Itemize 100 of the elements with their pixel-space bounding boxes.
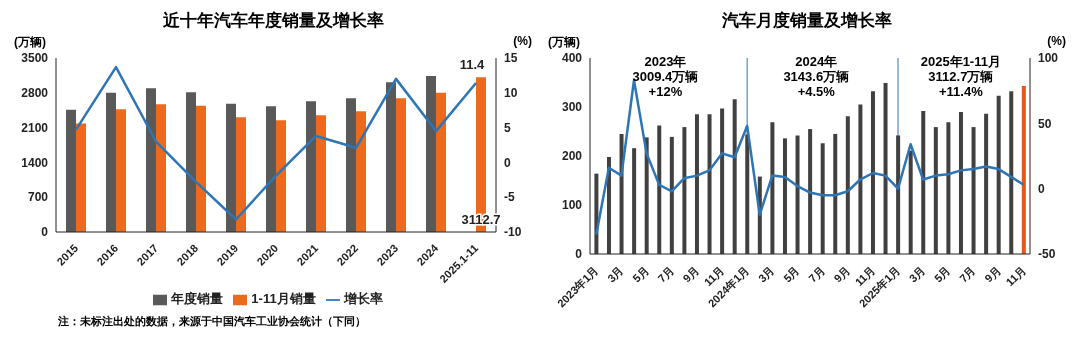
y2-tick-label: 100 (1038, 51, 1059, 66)
bar (896, 135, 901, 254)
bar (921, 110, 926, 254)
x-tick-label: 9月 (680, 263, 702, 285)
bar (883, 82, 888, 254)
bar (306, 101, 316, 232)
bar (720, 108, 725, 254)
bar (870, 91, 875, 254)
legend-label: 增长率 (343, 291, 383, 306)
bar (156, 104, 166, 232)
bar (845, 116, 850, 254)
bar (682, 127, 687, 254)
bar (106, 92, 116, 232)
chart-title: 汽车月度销量及增长率 (721, 10, 893, 32)
chart-title: 近十年汽车年度销量及增长率 (161, 10, 385, 32)
bar (76, 123, 86, 232)
bar (116, 109, 126, 232)
bar (669, 136, 674, 254)
bar (594, 173, 599, 254)
x-tick-label: 5月 (781, 263, 802, 285)
bar (356, 111, 366, 232)
x-tick-label: 3月 (906, 263, 928, 285)
bar (996, 95, 1001, 254)
bar (66, 109, 76, 232)
x-tick-label: 9月 (982, 263, 1003, 285)
bar (958, 111, 963, 254)
y-tick-label: 100 (561, 198, 583, 213)
y2-tick-label: 50 (1038, 116, 1052, 131)
y2-tick-label: -50 (1038, 247, 1056, 262)
y2-tick-label: 5 (504, 120, 511, 135)
bar (632, 148, 637, 254)
bar (146, 88, 156, 232)
y-tick-label: 2100 (21, 120, 49, 135)
y-tick-label: 3500 (21, 51, 49, 66)
bar (196, 105, 206, 232)
bar (226, 103, 236, 232)
y2-tick-label: -10 (504, 225, 522, 240)
x-tick-label: 3月 (605, 263, 626, 285)
bar (657, 125, 662, 254)
y2-tick-label: 10 (504, 86, 518, 101)
y-axis-title: (万辆) (14, 34, 46, 50)
bar (186, 92, 196, 232)
bar (396, 98, 406, 232)
bar (858, 104, 863, 254)
y2-axis-title: (%) (1047, 34, 1066, 50)
bar (266, 106, 276, 232)
y-tick-label: 2800 (21, 86, 49, 101)
bar (1009, 91, 1014, 254)
bar (606, 156, 611, 254)
y2-tick-label: 0 (504, 155, 511, 170)
bar (908, 150, 913, 254)
bar (782, 138, 787, 254)
bar (694, 114, 699, 254)
x-tick-label: 7月 (655, 263, 676, 285)
bar (644, 137, 649, 254)
x-tick-label: 7月 (806, 263, 827, 285)
bar (236, 117, 246, 232)
annotation: 2023年 3009.4万辆 +12% (631, 54, 700, 99)
bar (820, 143, 825, 254)
bar (316, 115, 326, 232)
bar (946, 122, 951, 254)
data-label: 11.4 (459, 57, 486, 73)
bar (770, 122, 775, 254)
x-tick-label: 5月 (630, 263, 651, 285)
bar (745, 134, 750, 254)
bar (971, 127, 976, 254)
y-tick-label: 1400 (21, 155, 49, 170)
x-tick-label: 11月 (1003, 263, 1028, 289)
bar (707, 114, 712, 254)
bar (984, 113, 989, 254)
bar (386, 82, 396, 232)
x-tick-label: 7月 (957, 263, 978, 285)
x-tick-label: 9月 (831, 263, 852, 285)
y-axis-title: (万辆) (548, 34, 580, 50)
text: 注：未标注出处的数据，来源于中国汽车工业协会统计（下同） (58, 314, 367, 329)
bar (1021, 85, 1026, 254)
bar (933, 127, 938, 254)
y2-tick-label: 0 (1038, 181, 1045, 196)
legend-label: 1-11月销量 (251, 291, 316, 306)
y-tick-label: 0 (575, 247, 583, 262)
legend-label: 年度销量 (171, 291, 224, 306)
y-tick-label: 400 (561, 51, 583, 66)
y-tick-label: 0 (41, 225, 49, 240)
bar (833, 133, 838, 254)
y-tick-label: 700 (27, 190, 49, 205)
bar (732, 99, 737, 254)
bar (795, 135, 800, 254)
bar (426, 75, 436, 232)
y2-tick-label: -5 (504, 190, 515, 205)
x-tick-label: 5月 (931, 263, 953, 285)
annotation: 2024年 3143.6万辆 +4.5% (782, 54, 851, 99)
bar (808, 129, 813, 254)
y2-axis-title: (%) (513, 34, 532, 50)
bar (436, 92, 446, 232)
y-tick-label: 200 (561, 149, 583, 164)
y2-tick-label: 15 (504, 51, 518, 66)
x-tick-label: 3月 (755, 263, 777, 285)
bar (346, 98, 356, 232)
bar (276, 120, 286, 232)
annotation: 2025年1-11月 3112.7万辆 +11.4% (920, 54, 1001, 99)
